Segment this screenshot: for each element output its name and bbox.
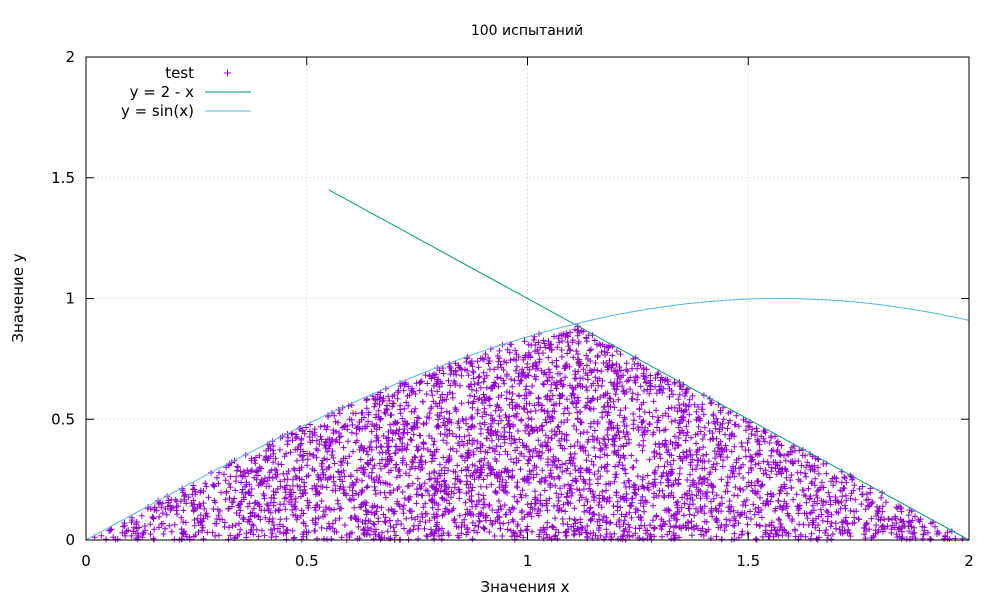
y-tick-label: 1.5 — [51, 169, 75, 187]
scatter-marks-test — [91, 323, 966, 543]
x-axis-label: Значения x — [481, 578, 570, 596]
chart-title: 100 испытаний — [471, 23, 583, 39]
x-tick-label: 2 — [964, 552, 974, 570]
y-axis-label: Значение y — [9, 253, 27, 342]
legend-label: test — [165, 64, 194, 82]
y-tick-labels: 0 0.5 1 1.5 2 — [51, 48, 75, 549]
legend-label: y = sin(x) — [121, 102, 194, 120]
x-tick-label: 1 — [523, 552, 533, 570]
axis-ticks — [85, 56, 970, 541]
y-tick-label: 2 — [65, 48, 75, 66]
legend-marker-test — [224, 69, 231, 77]
x-tick-label: 1.5 — [736, 552, 760, 570]
grid-lines — [86, 57, 969, 540]
series-line-linear — [328, 189, 970, 541]
y-tick-label: 1 — [65, 290, 75, 308]
x-tick-label: 0 — [81, 552, 91, 570]
y-tick-label: 0 — [65, 531, 75, 549]
series-line-sine — [85, 298, 970, 541]
y-tick-label: 0.5 — [51, 410, 75, 428]
scatter-points-test — [91, 323, 966, 543]
x-tick-label: 0.5 — [295, 552, 319, 570]
x-tick-labels: 0 0.5 1 1.5 2 — [81, 552, 974, 570]
function-lines — [85, 189, 970, 541]
legend-label: y = 2 - x — [130, 83, 194, 101]
